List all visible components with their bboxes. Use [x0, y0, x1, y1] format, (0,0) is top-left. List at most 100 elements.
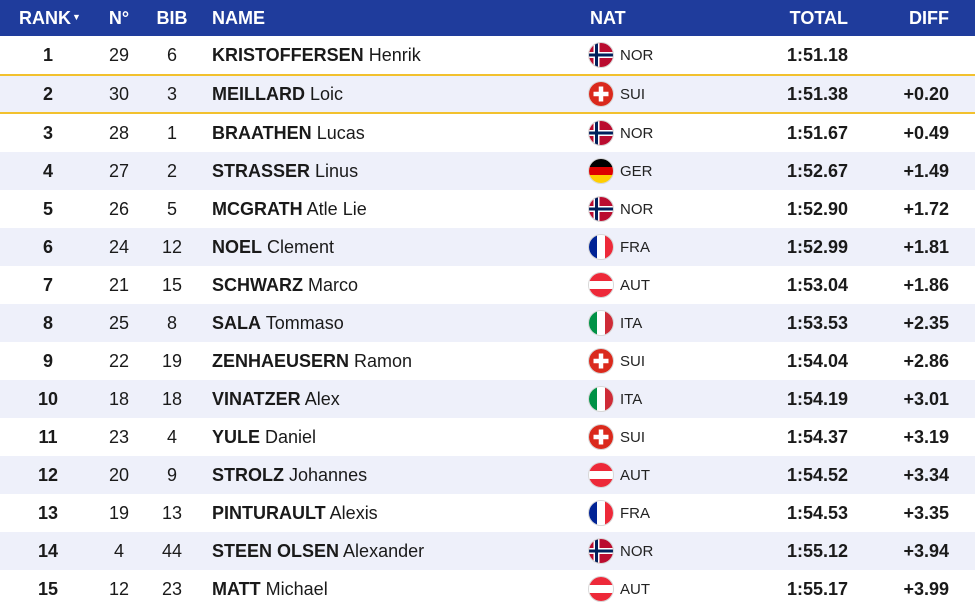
athlete-surname: MATT	[212, 578, 261, 599]
athlete-name-link[interactable]: ZENHAEUSERN Ramon	[202, 351, 588, 372]
nation-code: GER	[620, 162, 653, 180]
athlete-surname: SALA	[212, 312, 261, 333]
start-number-cell: 21	[108, 274, 130, 295]
rank-cell: 2	[42, 83, 53, 104]
table-row[interactable]: 13 19 13 PINTURAULT Alexis FRA 1:54.53 +3.35	[0, 494, 975, 532]
time-diff-cell: +2.86	[903, 350, 949, 371]
column-header-nat[interactable]: NAT	[590, 7, 626, 28]
start-number-cell: 28	[108, 122, 130, 143]
start-number-cell: 4	[113, 540, 124, 561]
total-time-cell: 1:55.12	[786, 540, 848, 561]
total-time-cell: 1:54.52	[786, 464, 848, 485]
athlete-name-link[interactable]: PINTURAULT Alexis	[202, 503, 588, 524]
athlete-given-name: Henrik	[368, 44, 421, 65]
total-time-cell: 1:54.19	[786, 388, 848, 409]
athlete-name-link[interactable]: SCHWARZ Marco	[202, 275, 588, 296]
athlete-name-link[interactable]: MATT Michael	[202, 579, 588, 600]
column-header-bib[interactable]: BIB	[156, 7, 188, 28]
athlete-surname: STEEN OLSEN	[212, 540, 340, 561]
table-row[interactable]: 12 20 9 STROLZ Johannes AUT 1:54.52 +3.34	[0, 456, 975, 494]
column-header-no[interactable]: N°	[108, 7, 130, 28]
athlete-given-name: Daniel	[265, 426, 317, 447]
germany-flag-icon	[588, 158, 614, 184]
athlete-given-name: Clement	[267, 236, 335, 257]
athlete-name-link[interactable]: STRASSER Linus	[202, 161, 588, 182]
athlete-given-name: Marco	[308, 274, 359, 295]
rank-cell: 6	[42, 236, 53, 257]
table-row[interactable]: 3 28 1 BRAATHEN Lucas NOR 1:51.67 +0.49	[0, 114, 975, 152]
bib-cell: 6	[166, 44, 177, 65]
rank-cell: 15	[37, 578, 59, 599]
athlete-name-link[interactable]: STEEN OLSEN Alexander	[202, 541, 588, 562]
start-number-cell: 27	[108, 160, 130, 181]
nation-code: AUT	[620, 276, 650, 294]
table-row[interactable]: 1 29 6 KRISTOFFERSEN Henrik NOR 1:51.18	[0, 36, 975, 74]
athlete-surname: STRASSER	[212, 160, 311, 181]
table-body: 1 29 6 KRISTOFFERSEN Henrik NOR 1:51.18 2 30 3 ME…	[0, 36, 975, 608]
table-row[interactable]: 4 27 2 STRASSER Linus GER 1:52.67 +1.49	[0, 152, 975, 190]
bib-cell: 19	[161, 350, 183, 371]
athlete-name-link[interactable]: MEILLARD Loic	[202, 84, 588, 105]
column-header-name[interactable]: NAME	[212, 7, 265, 28]
athlete-surname: PINTURAULT	[212, 502, 326, 523]
nation-cell: AUT	[588, 576, 704, 602]
time-diff-cell: +0.20	[903, 83, 949, 104]
athlete-name-link[interactable]: VINATZER Alex	[202, 389, 588, 410]
table-row[interactable]: 6 24 12 NOEL Clement FRA 1:52.99 +1.81	[0, 228, 975, 266]
nation-code: ITA	[620, 390, 643, 408]
athlete-surname: STROLZ	[212, 464, 284, 485]
table-row[interactable]: 14 4 44 STEEN OLSEN Alexander NOR 1:55.12 +3.9…	[0, 532, 975, 570]
athlete-name-link[interactable]: MCGRATH Atle Lie	[202, 199, 588, 220]
column-header-diff[interactable]: DIFF	[909, 7, 949, 28]
athlete-name-link[interactable]: STROLZ Johannes	[202, 465, 588, 486]
athlete-name-link[interactable]: SALA Tommaso	[202, 313, 588, 334]
start-number-cell: 19	[108, 502, 130, 523]
athlete-given-name: Tommaso	[265, 312, 344, 333]
athlete-name-link[interactable]: NOEL Clement	[202, 237, 588, 258]
athlete-surname: YULE	[212, 426, 261, 447]
total-time-cell: 1:54.04	[786, 350, 848, 371]
switzerland-flag-icon	[588, 81, 614, 107]
nation-cell: AUT	[588, 272, 704, 298]
table-row[interactable]: 2 30 3 MEILLARD Loic SUI 1:51.38 +0.20	[0, 74, 975, 114]
france-flag-icon	[588, 234, 614, 260]
start-number-cell: 24	[108, 236, 130, 257]
start-number-cell: 30	[108, 83, 130, 104]
nation-code: AUT	[620, 466, 650, 484]
nation-cell: NOR	[588, 538, 704, 564]
time-diff-cell: +3.19	[903, 426, 949, 447]
athlete-name-link[interactable]: KRISTOFFERSEN Henrik	[202, 45, 588, 66]
bib-cell: 9	[166, 464, 177, 485]
italy-flag-icon	[588, 310, 614, 336]
nation-cell: ITA	[588, 386, 704, 412]
table-row[interactable]: 8 25 8 SALA Tommaso ITA 1:53.53 +2.35	[0, 304, 975, 342]
nation-cell: NOR	[588, 42, 704, 68]
nation-cell: NOR	[588, 196, 704, 222]
time-diff-cell: +3.34	[903, 464, 949, 485]
athlete-name-link[interactable]: YULE Daniel	[202, 427, 588, 448]
time-diff-cell: +3.35	[903, 502, 949, 523]
austria-flag-icon	[588, 462, 614, 488]
column-header-rank[interactable]: RANK▼	[0, 8, 96, 29]
rank-cell: 3	[42, 122, 53, 143]
start-number-cell: 29	[108, 44, 130, 65]
rank-cell: 11	[38, 426, 58, 447]
table-row[interactable]: 10 18 18 VINATZER Alex ITA 1:54.19 +3.01	[0, 380, 975, 418]
bib-cell: 5	[166, 198, 177, 219]
table-row[interactable]: 15 12 23 MATT Michael AUT 1:55.17 +3.99	[0, 570, 975, 608]
table-row[interactable]: 11 23 4 YULE Daniel SUI 1:54.37 +3.19	[0, 418, 975, 456]
table-row[interactable]: 7 21 15 SCHWARZ Marco AUT 1:53.04 +1.86	[0, 266, 975, 304]
athlete-given-name: Ramon	[354, 350, 413, 371]
table-row[interactable]: 5 26 5 MCGRATH Atle Lie NOR 1:52.90 +1.72	[0, 190, 975, 228]
nation-cell: GER	[588, 158, 704, 184]
table-row[interactable]: 9 22 19 ZENHAEUSERN Ramon SUI 1:54.04 +2.86	[0, 342, 975, 380]
nation-code: FRA	[620, 504, 650, 522]
athlete-surname: KRISTOFFERSEN	[212, 44, 364, 65]
athlete-name-link[interactable]: BRAATHEN Lucas	[202, 123, 588, 144]
column-header-total[interactable]: TOTAL	[789, 7, 848, 28]
nation-code: NOR	[620, 46, 654, 64]
nation-cell: SUI	[588, 348, 704, 374]
total-time-cell: 1:51.67	[786, 122, 848, 143]
rank-cell: 1	[42, 44, 53, 65]
